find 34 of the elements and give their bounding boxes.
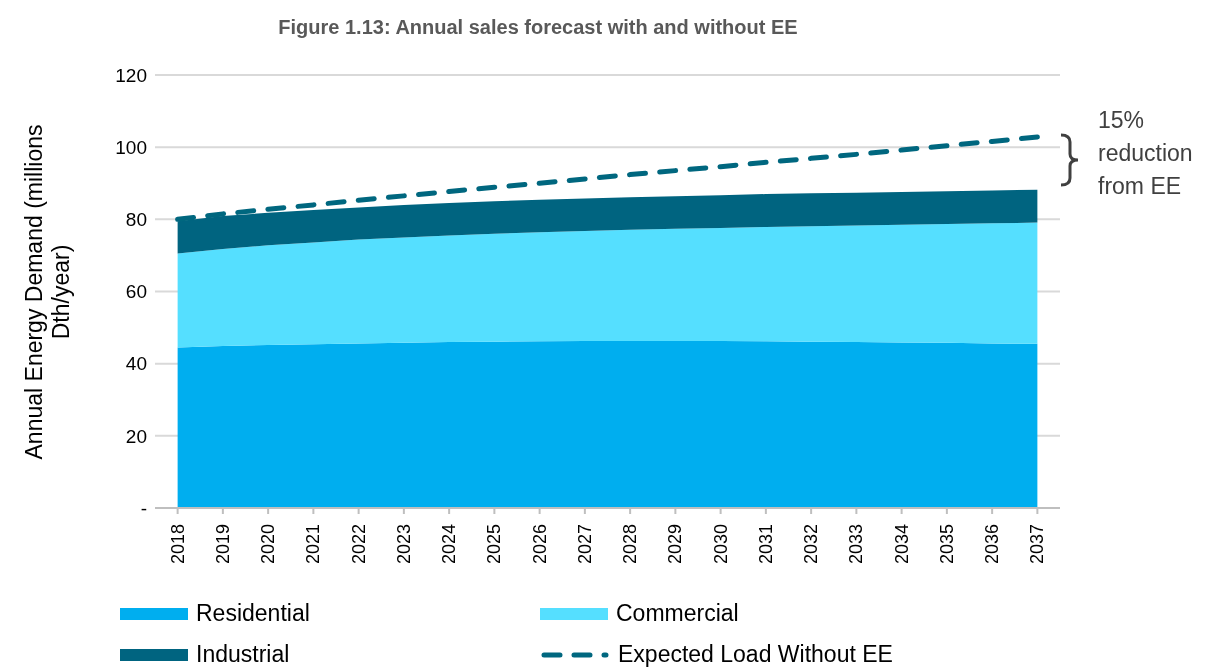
text: 15% reduction from EE [1098,106,1194,201]
y-tick-label: - [140,497,147,519]
x-tick-label: 2022 [348,524,369,565]
x-tick-label: 2036 [982,524,1003,565]
y-tick-label: 120 [115,64,147,86]
x-tick-label: 2026 [529,524,550,565]
x-tick-label: 2029 [665,524,686,565]
x-tick-label: 2023 [393,524,414,565]
y-axis-title: Annual Energy Demand (millions Dth/year) [21,123,75,462]
x-tick-label: 2020 [258,524,279,565]
x-tick-label: 2030 [710,524,731,565]
x-tick-label: 2033 [846,524,867,565]
x-tick-label: 2025 [484,524,505,565]
legend-label: Industrial [196,641,290,668]
x-tick-label: 2021 [303,524,324,565]
x-tick-label: 2031 [755,524,776,565]
x-tick-label: 2035 [936,524,957,565]
x-tick-label: 2032 [801,524,822,565]
legend-label: Expected Load Without EE [618,641,893,668]
x-tick-label: 2024 [439,524,460,565]
y-tick-label: 80 [125,209,147,231]
x-tick-label: 2018 [167,524,188,565]
y-tick-label: 100 [115,136,147,158]
legend-label: Commercial [616,600,739,627]
x-tick-label: 2019 [212,524,233,565]
y-tick-label: 20 [125,425,147,447]
y-tick-label: 40 [125,353,147,375]
legend-label: Residential [196,600,310,627]
x-tick-label: 2027 [574,524,595,565]
x-tick-label: 2028 [620,524,641,565]
chart-title: Figure 1.13: Annual sales forecast with and without EE [277,16,799,39]
x-tick-label: 2037 [1027,524,1048,565]
y-tick-label: 60 [125,281,147,303]
x-tick-label: 2034 [891,524,912,565]
